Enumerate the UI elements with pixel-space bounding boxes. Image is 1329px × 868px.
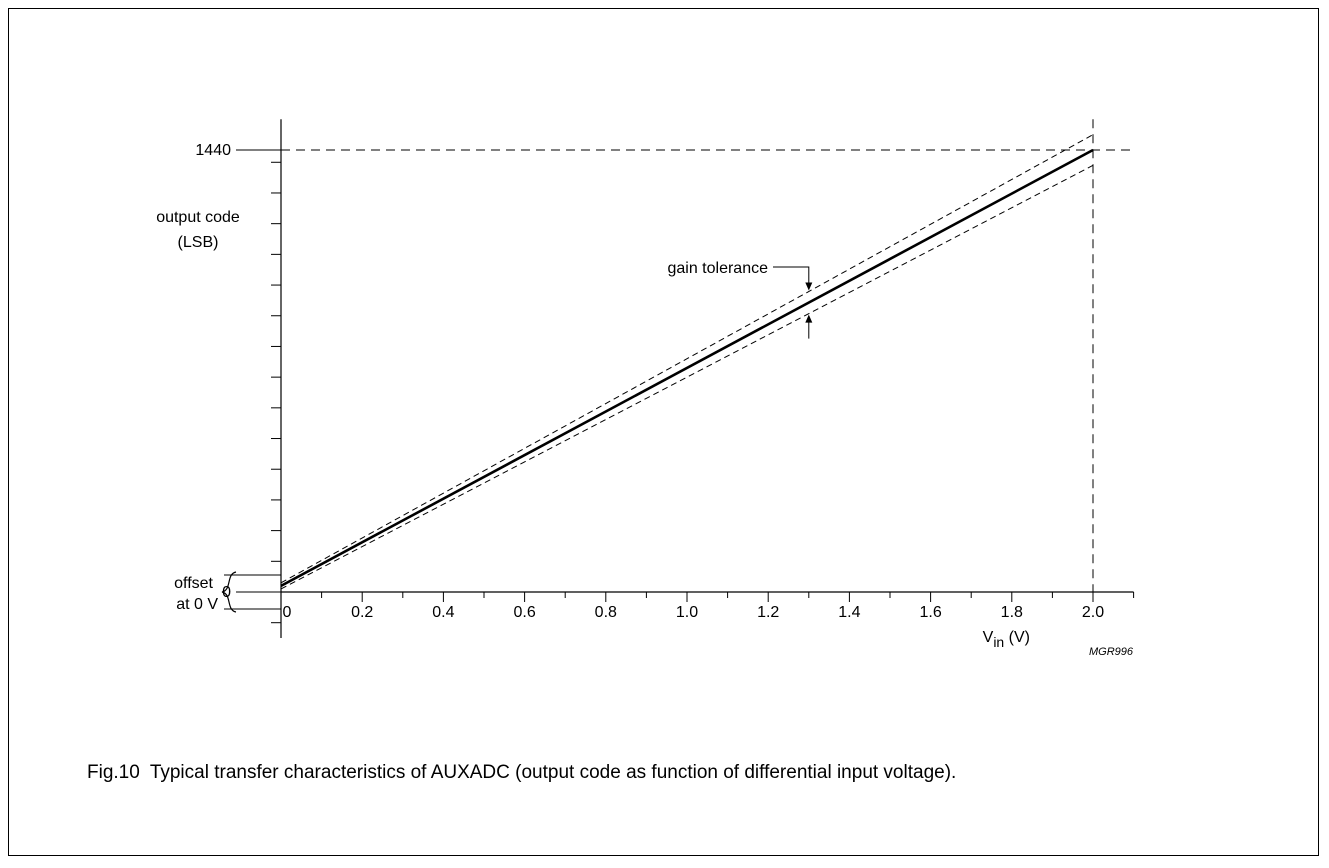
x-tick-label: 1.0 xyxy=(676,604,698,621)
offset-brace xyxy=(221,571,237,613)
x-tick-label: 0.6 xyxy=(513,604,535,621)
x-axis-title-subscript: in xyxy=(993,634,1004,650)
y-axis-title-unit: (LSB) xyxy=(178,234,219,251)
y-tick-label: 1440 xyxy=(195,142,231,159)
x-axis-title-symbol: V xyxy=(983,629,994,646)
offset-label: offset xyxy=(174,575,213,592)
figure-code: MGR996 xyxy=(1089,646,1134,658)
figure-caption: Fig.10 Typical transfer characteristics o… xyxy=(87,762,956,784)
y-tick-label: 0 xyxy=(222,584,231,601)
x-tick-label: 0.8 xyxy=(595,604,617,621)
caption-text: Typical transfer characteristics of AUXA… xyxy=(149,762,957,783)
x-tick-label: 0 xyxy=(283,604,292,621)
x-axis-title-unit: (V) xyxy=(1004,629,1030,646)
tolerance-line xyxy=(280,164,1094,590)
gain-tolerance-label: gain tolerance xyxy=(667,260,768,277)
y-axis-title: output code xyxy=(156,209,240,226)
x-tick-label: 2.0 xyxy=(1082,604,1104,621)
gain-tolerance-leader xyxy=(773,266,810,284)
transfer-line xyxy=(280,148,1094,588)
gain-tolerance-arrow-up xyxy=(805,314,813,323)
caption-number: Fig.10 xyxy=(87,762,140,783)
x-tick-label: 0.4 xyxy=(432,604,454,621)
figure-frame xyxy=(8,8,1319,856)
tolerance-line xyxy=(280,134,1094,584)
x-tick-label: 1.8 xyxy=(1001,604,1023,621)
x-tick-label: 1.4 xyxy=(838,604,860,621)
gain-tolerance-arrow-down xyxy=(805,282,813,291)
offset-label-voltage: at 0 V xyxy=(176,596,218,613)
x-tick-label: 0.2 xyxy=(351,604,373,621)
x-tick-label: 1.6 xyxy=(919,604,941,621)
x-tick-label: 1.2 xyxy=(757,604,779,621)
x-axis-title: Vin (V) xyxy=(983,629,1030,650)
